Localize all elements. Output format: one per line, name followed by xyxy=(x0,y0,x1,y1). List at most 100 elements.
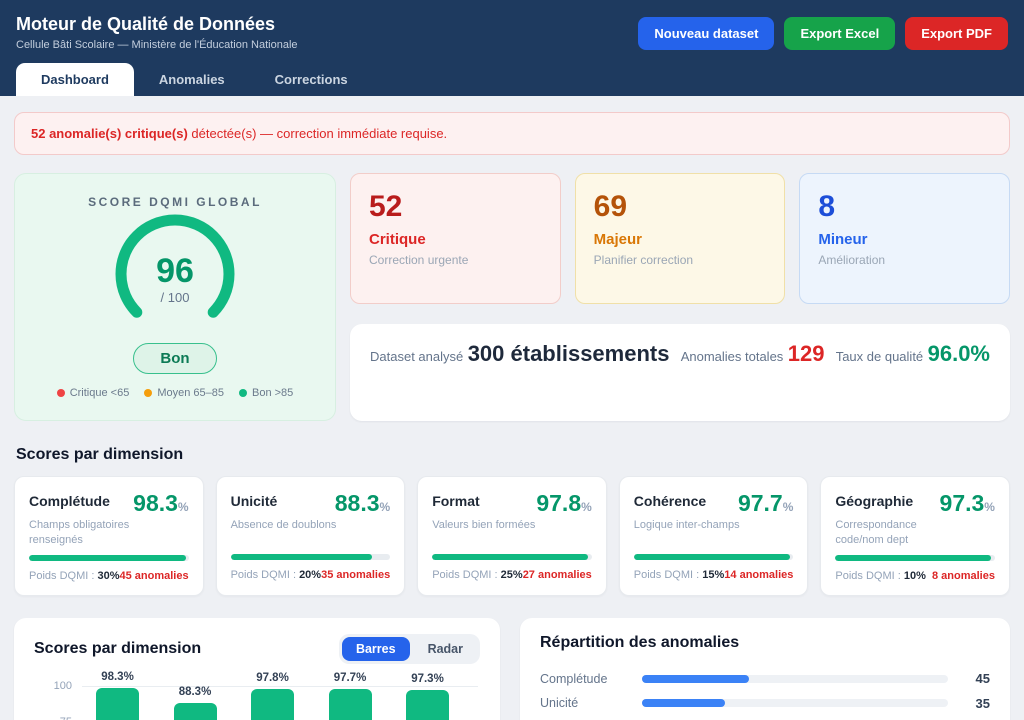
percent-suffix: % xyxy=(379,500,391,514)
toggle-radar-button[interactable]: Radar xyxy=(414,637,477,661)
export-pdf-button[interactable]: Export PDF xyxy=(905,17,1008,50)
header-top: Moteur de Qualité de Données Cellule Bât… xyxy=(16,12,1008,51)
dimension-card-cohérence: Cohérence 97.7% Logique inter-champs Poids … xyxy=(618,476,809,596)
stat-value-anomalies: 129 xyxy=(787,341,825,366)
dqmi-weight-value: 10% xyxy=(903,569,926,582)
bar-géographie xyxy=(406,689,449,720)
bar-format xyxy=(251,688,294,720)
dimension-card-format: Format 97.8% Valeurs bien formées Poids DQM… xyxy=(417,476,607,596)
dimension-progress-fill xyxy=(29,554,186,561)
bar-unicité xyxy=(173,702,217,720)
dimension-card-complétude: Complétude 98.3% Champs obligatoires rense… xyxy=(14,476,204,596)
dimension-card-header: Unicité 88.3% xyxy=(231,490,391,517)
dqmi-weight: Poids DQMI : 15% xyxy=(633,569,725,581)
dimension-card-footer: Poids DQMI : 30% 45 anomalies xyxy=(29,570,189,582)
dqmi-weight-value: 15% xyxy=(702,569,725,581)
dimension-anomalies-count: 27 anomalies xyxy=(522,569,592,581)
green-dot-icon xyxy=(239,389,247,397)
bar-value-label: 88.3% xyxy=(178,685,212,698)
export-excel-button[interactable]: Export Excel xyxy=(784,17,896,50)
bar-cohérence xyxy=(328,689,372,720)
critical-subtitle: Correction urgente xyxy=(369,253,469,267)
major-count-card: 69 Majeur Planifier correction xyxy=(574,173,786,304)
dimension-name: Géographie xyxy=(835,493,914,509)
dqmi-score-card: SCORE DQMI GLOBAL 96 / 100 Bon Critique … xyxy=(14,173,336,421)
tab-dashboard[interactable]: Dashboard xyxy=(16,63,134,96)
quality-status-badge: Bon xyxy=(133,343,217,374)
stat-label: Dataset analysé xyxy=(370,349,464,364)
legend-label: Moyen 65–85 xyxy=(157,387,224,399)
tab-bar: Dashboard Anomalies Corrections xyxy=(16,63,1008,96)
gauge-arc xyxy=(115,214,235,318)
dimension-anomalies-count: 14 anomalies xyxy=(724,569,794,581)
gauge-score-value: 96 xyxy=(156,252,194,290)
major-subtitle: Planifier correction xyxy=(593,253,694,267)
y-axis-tick-label: 75 xyxy=(34,716,72,720)
anomaly-row-value: 45 xyxy=(975,671,990,687)
dimension-progress-track xyxy=(633,554,794,560)
percent-suffix: % xyxy=(782,500,794,514)
critical-count: 52 xyxy=(369,190,403,223)
score-gauge: 96 / 100 xyxy=(115,214,235,318)
anomaly-row-complétude: Complétude 45 xyxy=(540,667,990,692)
dimension-card-header: Format 97.8% xyxy=(432,490,592,517)
header-actions: Nouveau dataset Export Excel Export PDF xyxy=(638,17,1008,50)
legend-label: Critique <65 xyxy=(69,387,130,399)
major-count: 69 xyxy=(593,190,628,223)
anomaly-bar-fill xyxy=(642,674,749,683)
gauge-legend: Critique <65 Moyen 65–85 Bon >85 xyxy=(56,387,294,399)
percent-suffix: % xyxy=(581,500,592,514)
dimension-card-footer: Poids DQMI : 25% 27 anomalies xyxy=(432,569,592,581)
anomaly-row-label: Complétude xyxy=(540,671,608,686)
legend-label: Bon >85 xyxy=(252,387,294,399)
dqmi-weight: Poids DQMI : 20% xyxy=(230,569,322,581)
dimensions-section-heading: Scores par dimension xyxy=(16,446,184,463)
tab-anomalies[interactable]: Anomalies xyxy=(158,72,225,87)
dimension-description: Correspondance code/nom dept xyxy=(835,519,917,546)
dqmi-weight-value: 25% xyxy=(500,569,523,581)
minor-subtitle: Amélioration xyxy=(818,253,886,267)
dimension-card-header: Complétude 98.3% xyxy=(29,490,189,517)
anomaly-row-value: 35 xyxy=(975,695,990,711)
anomaly-row-unicité: Unicité 35 xyxy=(540,691,990,716)
dimension-scores-chart-card: Scores par dimension Barres Radar 100 75 9… xyxy=(14,617,500,720)
dimension-progress-fill xyxy=(835,554,991,561)
dimension-anomalies-count: 35 anomalies xyxy=(321,569,391,581)
stat-quality-rate: Taux de qualité 96.0% xyxy=(836,341,990,404)
dimension-description: Logique inter-champs xyxy=(633,519,740,531)
stat-value-quality: 96.0% xyxy=(927,341,990,366)
tab-corrections[interactable]: Corrections xyxy=(274,72,348,87)
dimension-description: Absence de doublons xyxy=(230,519,337,531)
dimension-progress-fill xyxy=(633,554,790,560)
dimension-progress-track xyxy=(835,554,995,561)
new-dataset-button[interactable]: Nouveau dataset xyxy=(638,17,775,50)
dimension-name: Format xyxy=(432,493,480,509)
main-content: 52 anomalie(s) critique(s) détectée(s) —… xyxy=(0,96,1024,720)
dimension-name: Unicité xyxy=(230,493,278,509)
dimension-progress-track xyxy=(432,554,592,560)
bar-value-label: 97.3% xyxy=(411,672,444,685)
anomaly-distribution-chart: Complétude 45 Unicité 35 Format27 xyxy=(540,667,990,720)
app-header: Moteur de Qualité de Données Cellule Bât… xyxy=(0,0,1024,96)
chart-header: Scores par dimension Barres Radar xyxy=(34,633,480,664)
alert-message: détectée(s) — correction immédiate requi… xyxy=(187,126,448,141)
dimension-progress-track xyxy=(29,554,189,561)
dimension-progress-fill xyxy=(230,554,372,560)
legend-item-critique: Critique <65 xyxy=(56,387,130,399)
dqmi-weight: Poids DQMI : 10% xyxy=(835,569,926,582)
dqmi-weight: Poids DQMI : 25% xyxy=(432,569,523,581)
dimension-card-footer: Poids DQMI : 20% 35 anomalies xyxy=(231,569,391,581)
minor-label: Mineur xyxy=(818,231,868,248)
dqmi-weight-value: 20% xyxy=(299,569,322,581)
anomaly-bar-track xyxy=(642,699,948,708)
anomaly-distribution-card: Répartition des anomalies Complétude 45 Un… xyxy=(520,617,1010,720)
major-label: Majeur xyxy=(593,231,643,248)
toggle-bars-button[interactable]: Barres xyxy=(341,636,410,661)
legend-item-moyen: Moyen 65–85 xyxy=(144,387,224,399)
dimension-card-géographie: Géographie 97.3% Correspondance code/nom d… xyxy=(820,476,1010,596)
dimension-cards-row: Complétude 98.3% Champs obligatoires rense… xyxy=(14,476,1010,596)
anomaly-bar-track xyxy=(642,674,948,683)
dimension-card-header: Géographie 97.3% xyxy=(835,490,995,517)
dimension-score: 98.3% xyxy=(133,490,189,516)
critical-alert-banner: 52 anomalie(s) critique(s) détectée(s) —… xyxy=(14,112,1010,155)
